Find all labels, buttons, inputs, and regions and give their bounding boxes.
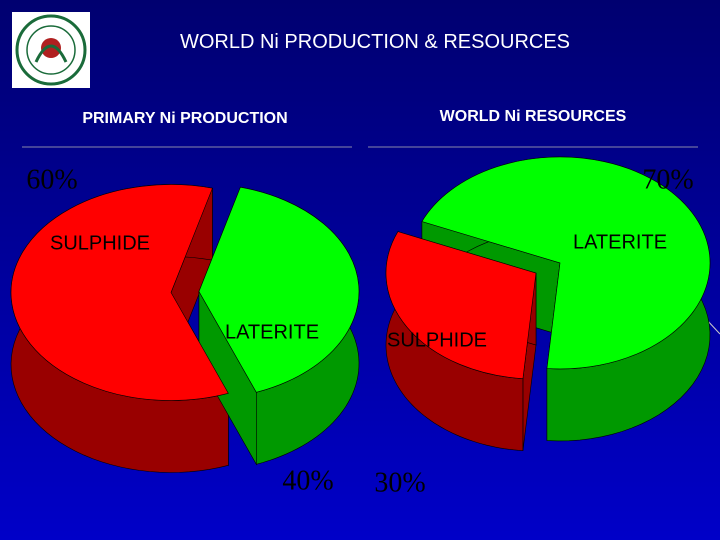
value-label: 70% (642, 164, 693, 195)
chart-title: PRIMARY Ni PRODUCTION (82, 110, 287, 127)
category-label: SULPHIDE (387, 329, 487, 351)
pie (385, 156, 711, 451)
category-label: LATERITE (573, 231, 667, 253)
slice (10, 184, 229, 401)
slide-title: WORLD Ni PRODUCTION & RESOURCES (180, 31, 570, 53)
value-label: 60% (26, 164, 77, 195)
pie (10, 184, 360, 473)
slice (385, 231, 537, 379)
logo (12, 12, 90, 88)
category-label: SULPHIDE (50, 232, 150, 254)
value-label: 30% (374, 467, 425, 498)
slice (421, 156, 711, 370)
chart-title: WORLD Ni RESOURCES (440, 108, 627, 125)
category-label: LATERITE (225, 321, 319, 343)
value-label: 40% (282, 465, 333, 496)
slice (198, 186, 360, 393)
